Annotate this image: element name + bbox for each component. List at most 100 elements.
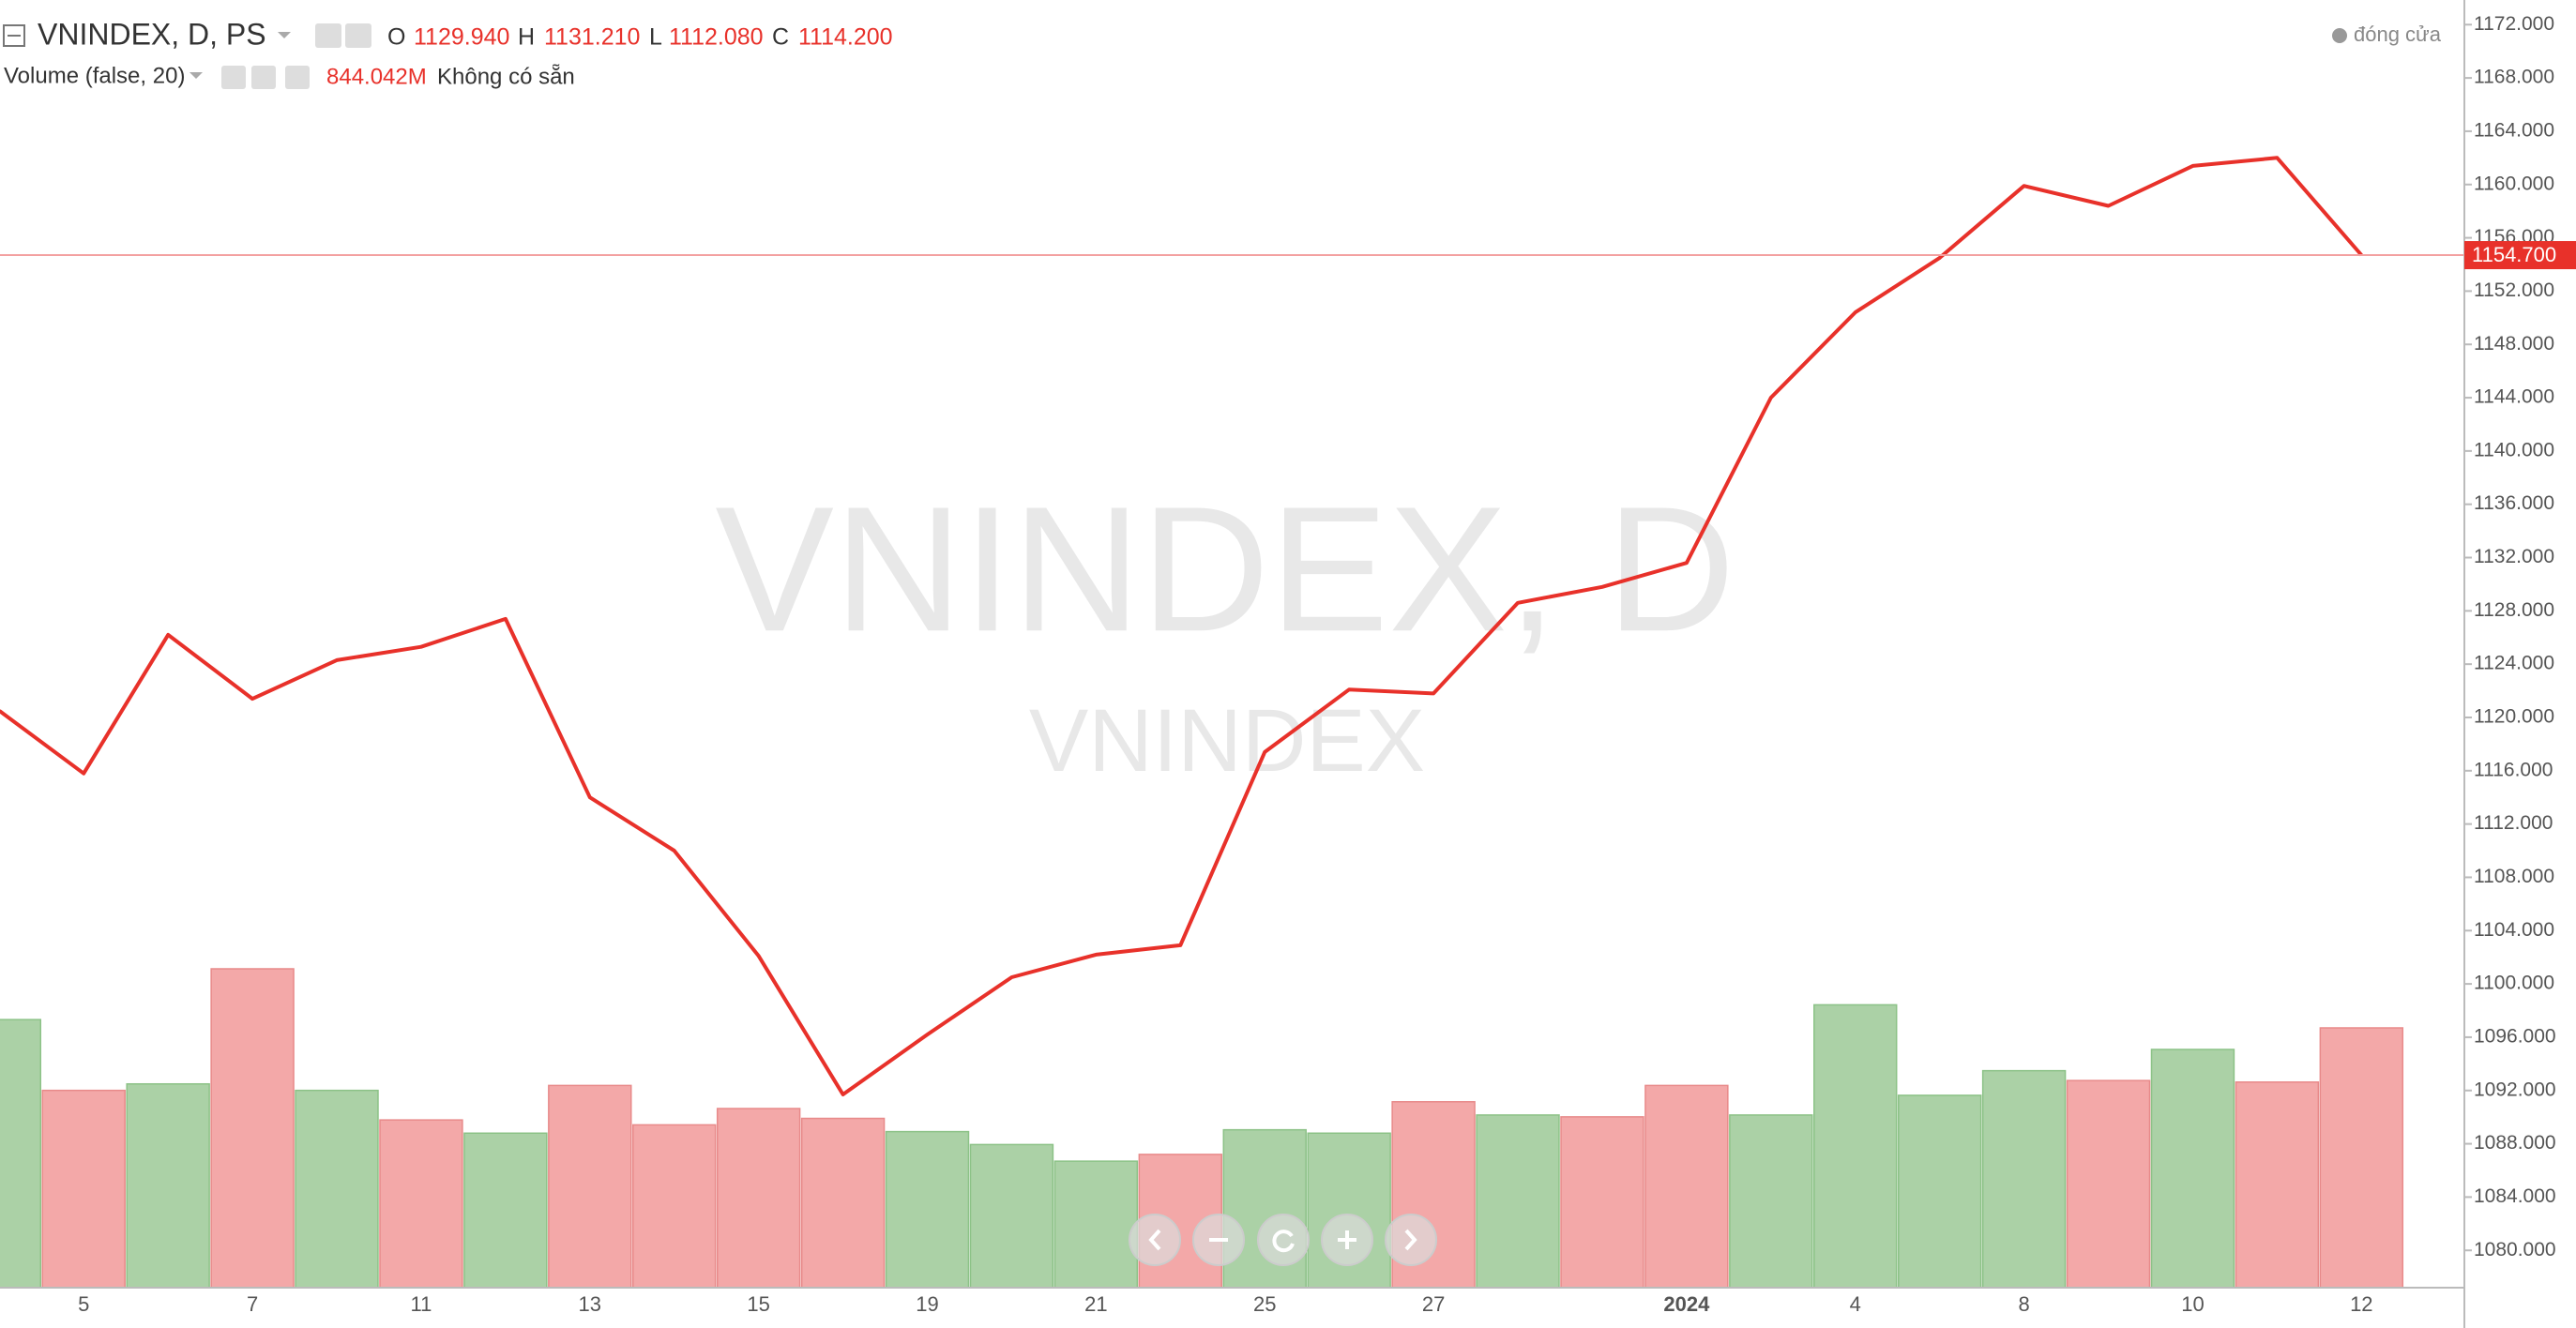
volume-bars	[0, 968, 2404, 1288]
y-tick-label: 1104.000	[2474, 919, 2554, 941]
volume-bar	[1729, 1114, 1812, 1288]
volume-bar	[886, 1131, 969, 1288]
volume-bar-border	[1476, 1114, 1560, 1288]
ohlc-value: 1129.940	[414, 24, 509, 51]
y-tick-label: 1084.000	[2474, 1185, 2556, 1207]
x-tick-label: 25	[1253, 1292, 1276, 1316]
navigation	[1129, 1214, 1437, 1266]
x-tick-label: 27	[1422, 1292, 1445, 1316]
volume-bar	[295, 1090, 378, 1288]
x-tick-label: 11	[411, 1292, 432, 1316]
header: VNINDEX, D, PS O 1129.940 H 1131.210 L 1…	[3, 17, 2442, 89]
ohlc-key: C	[772, 24, 789, 51]
y-tick-label: 1140.000	[2474, 439, 2554, 460]
volume-dropdown[interactable]	[189, 72, 203, 79]
chart-title: VNINDEX, D, PS	[38, 17, 266, 51]
volume-bar	[1813, 1004, 1897, 1288]
ohlc-key: H	[518, 24, 535, 51]
volume-bar	[1982, 1070, 2066, 1288]
y-tick-label: 1128.000	[2474, 599, 2554, 621]
last-price-label: 1154.700	[2472, 243, 2556, 266]
status-dot	[2332, 28, 2347, 43]
ohlc-key: O	[387, 24, 405, 51]
axes: 1080.000 1084.000 1088.000 1092.000 1096.000…	[78, 13, 2576, 1316]
y-tick-label: 1132.000	[2474, 546, 2554, 567]
y-tick-label: 1164.000	[2474, 119, 2554, 141]
volume-bar-border	[210, 968, 295, 1288]
volume-bar	[1898, 1094, 1981, 1288]
x-tick-label: 21	[1084, 1292, 1107, 1316]
volume-bar-border	[126, 1082, 210, 1288]
reset-button[interactable]	[1257, 1214, 1310, 1266]
volume-bar-border	[632, 1124, 717, 1288]
y-tick-label: 1096.000	[2474, 1025, 2556, 1047]
x-tick-label: 2024	[1663, 1292, 1710, 1316]
x-tick-label: 7	[247, 1292, 258, 1316]
volume-bar	[1054, 1161, 1138, 1288]
y-tick-label: 1092.000	[2474, 1079, 2556, 1100]
last-price-tag	[2464, 241, 2576, 270]
collapse-icon[interactable]	[3, 24, 25, 47]
y-tick-label: 1124.000	[2474, 653, 2554, 674]
y-tick-label: 1136.000	[2474, 492, 2554, 514]
remove-icon[interactable]	[285, 66, 310, 89]
y-tick-label: 1172.000	[2474, 13, 2554, 35]
volume-bar	[1560, 1116, 1644, 1288]
volume-bar	[2151, 1049, 2235, 1288]
y-tick-label: 1116.000	[2474, 759, 2553, 780]
volume-bar	[2320, 1027, 2403, 1288]
market-status: đóng cửa	[2354, 23, 2442, 46]
volume-bar	[1477, 1114, 1559, 1288]
y-tick-label: 1160.000	[2474, 173, 2554, 194]
eye-icon[interactable]	[221, 66, 246, 89]
title-dropdown[interactable]	[278, 32, 291, 38]
watermark-title: VNINDEX, D	[715, 470, 1735, 669]
volume-bar	[379, 1120, 462, 1288]
volume-bar-border	[0, 1019, 42, 1288]
volume-note: Không có sẵn	[437, 63, 575, 89]
volume-title: Volume (false, 20)	[4, 63, 185, 88]
scroll-left-button[interactable]	[1129, 1214, 1181, 1266]
volume-bar-border	[2319, 1027, 2404, 1288]
volume-bar	[2067, 1080, 2150, 1288]
y-tick-label: 1120.000	[2474, 706, 2554, 728]
price-line	[0, 156, 2363, 1096]
volume-bar-border	[1307, 1132, 1391, 1288]
volume-bar	[211, 969, 295, 1288]
y-tick-label: 1152.000	[2474, 279, 2554, 301]
x-tick-label: 13	[579, 1292, 601, 1316]
settings-icon[interactable]	[345, 23, 371, 48]
volume-bar	[801, 1118, 885, 1288]
y-tick-label: 1168.000	[2474, 67, 2554, 88]
volume-bar	[127, 1083, 210, 1288]
volume-bar	[632, 1124, 716, 1288]
volume-bar-border	[1729, 1114, 1813, 1288]
y-tick-label: 1112.000	[2474, 812, 2553, 834]
x-tick-label: 5	[78, 1292, 89, 1316]
volume-bar-border	[1813, 1004, 1898, 1288]
watermark: VNINDEX, D VNINDEX	[715, 470, 1735, 791]
ohlc-value: 1114.200	[798, 24, 893, 51]
scroll-right-button[interactable]	[1385, 1214, 1437, 1266]
x-tick-label: 12	[2350, 1292, 2372, 1316]
volume-bar-border	[379, 1119, 463, 1288]
ohlc-key: L	[649, 24, 662, 51]
y-tick-label: 1100.000	[2474, 973, 2554, 994]
volume-bar-border	[2235, 1081, 2320, 1288]
settings-icon[interactable]	[251, 66, 276, 89]
y-tick-label: 1088.000	[2474, 1132, 2556, 1154]
eye-icon[interactable]	[315, 23, 341, 48]
volume-bar	[42, 1090, 126, 1288]
price-line-group	[0, 156, 2464, 1096]
x-tick-label: 10	[2181, 1292, 2204, 1316]
watermark-symbol: VNINDEX	[1029, 691, 1425, 791]
volume-bar	[717, 1108, 800, 1288]
volume-bar	[1644, 1085, 1728, 1288]
volume-bar-border	[1981, 1069, 2067, 1288]
ohlc-value: 1131.210	[544, 24, 640, 51]
navigation-icons	[1148, 1229, 1417, 1253]
volume-bar-border	[463, 1132, 548, 1288]
x-tick-label: 4	[1850, 1292, 1861, 1316]
